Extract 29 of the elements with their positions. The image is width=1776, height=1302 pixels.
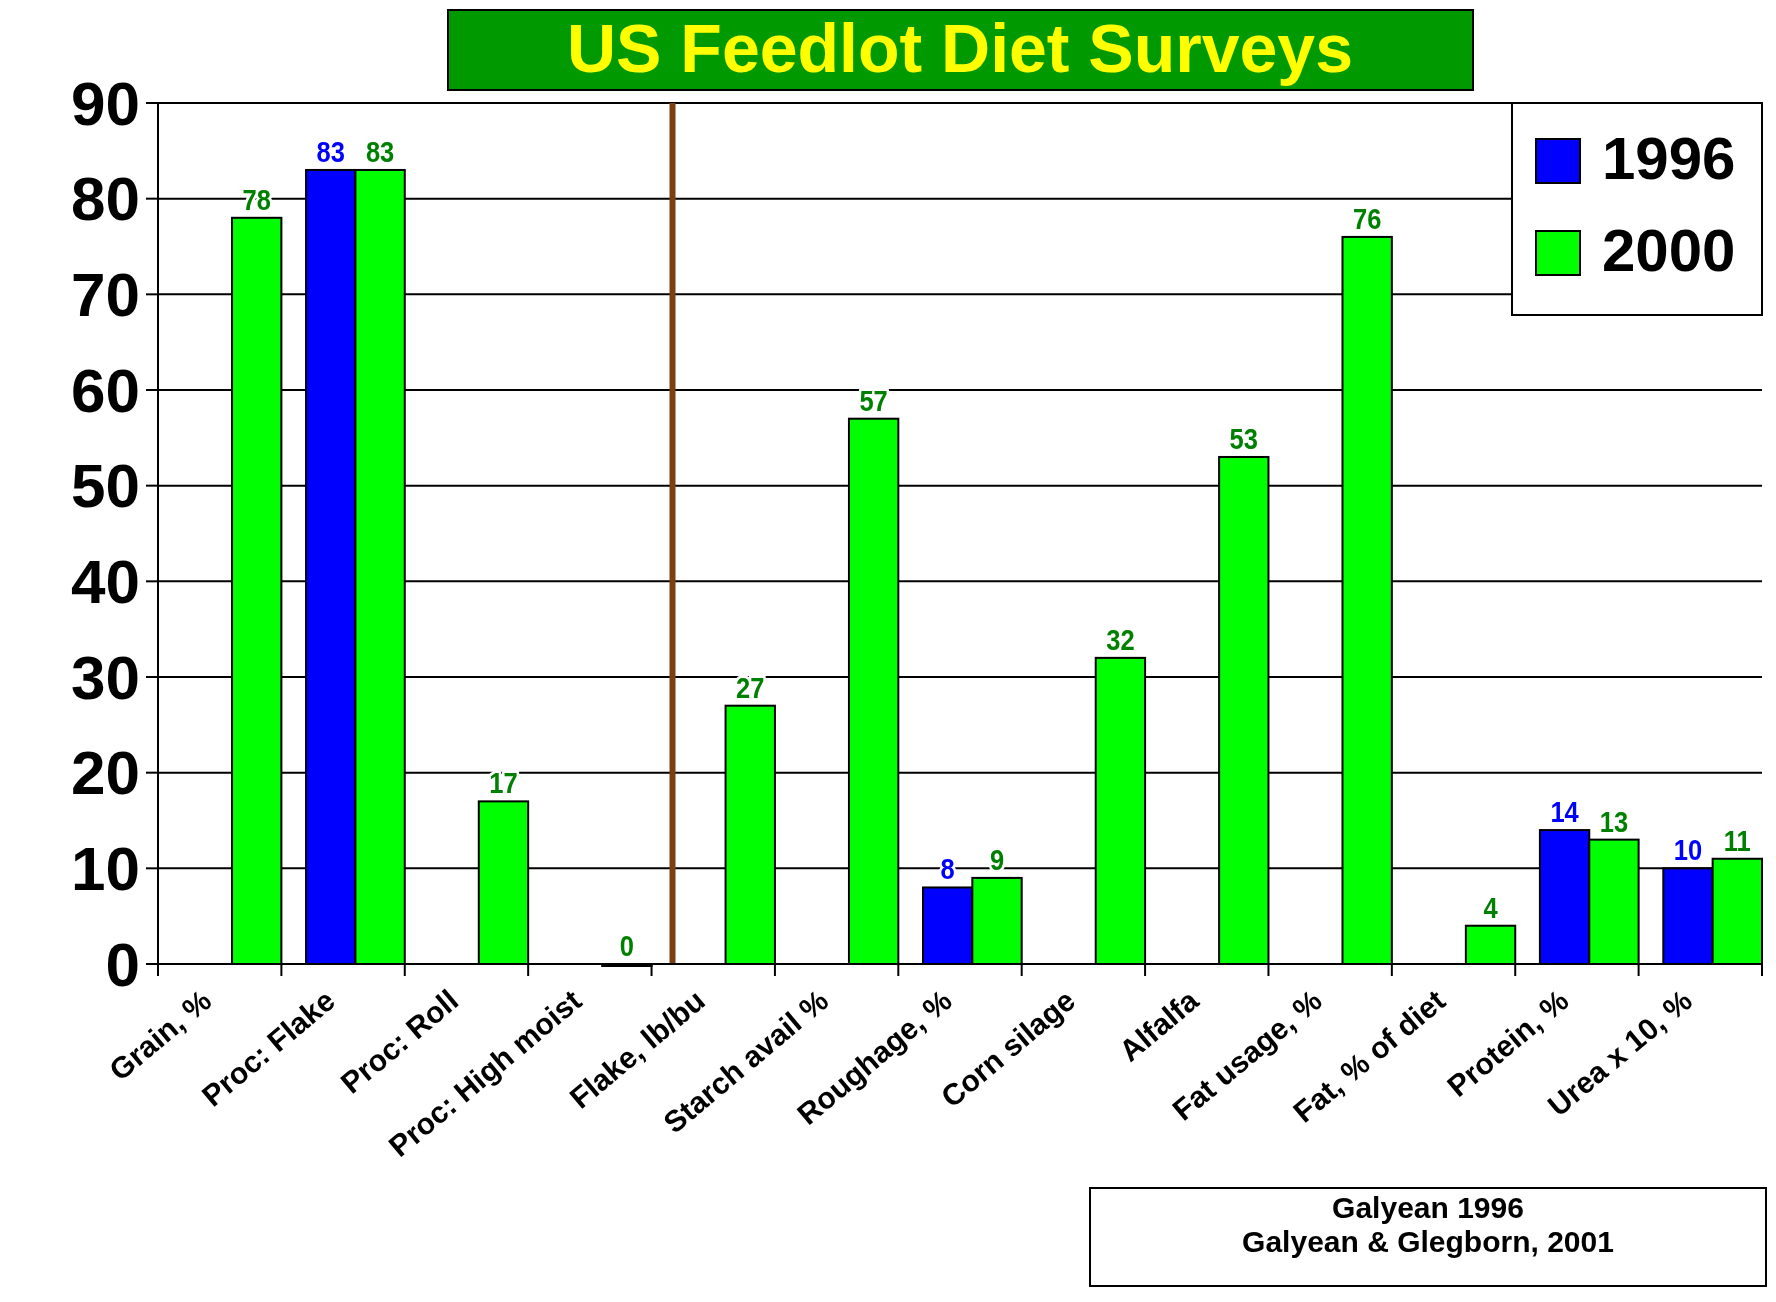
y-tick-label: 20 [71, 738, 140, 808]
chart-title: US Feedlot Diet Surveys [566, 10, 1354, 86]
legend-label: 2000 [1602, 217, 1736, 284]
data-label: 11 [1723, 823, 1751, 858]
data-label: 17 [489, 766, 518, 800]
y-tick-label: 70 [71, 260, 140, 330]
y-tick-label: 40 [71, 547, 140, 617]
y-tick-label: 90 [71, 68, 140, 138]
y-tick-label: 0 [105, 929, 140, 999]
data-label: 83 [316, 135, 345, 169]
data-label: 32 [1106, 622, 1135, 657]
data-label: 76 [1352, 201, 1382, 236]
y-tick-label: 30 [71, 642, 140, 712]
data-label: 14 [1550, 795, 1580, 829]
data-label: 83 [365, 135, 395, 169]
data-label: 4 [1483, 890, 1499, 925]
data-label: 10 [1673, 833, 1703, 867]
data-label: 13 [1599, 804, 1629, 839]
y-tick-label: 50 [71, 451, 140, 521]
data-label: 53 [1229, 422, 1258, 456]
legend-label: 1996 [1602, 125, 1736, 192]
y-tick-label: 60 [71, 355, 140, 425]
data-label: 0 [619, 929, 634, 963]
data-label: 57 [859, 383, 888, 418]
text: Galyean & Glegborn, 2001 [1242, 1225, 1614, 1258]
y-tick-label: 10 [71, 834, 140, 904]
y-tick-label: 80 [71, 164, 140, 234]
text: Galyean 1996 [1332, 1191, 1524, 1224]
data-label: 27 [736, 670, 765, 705]
